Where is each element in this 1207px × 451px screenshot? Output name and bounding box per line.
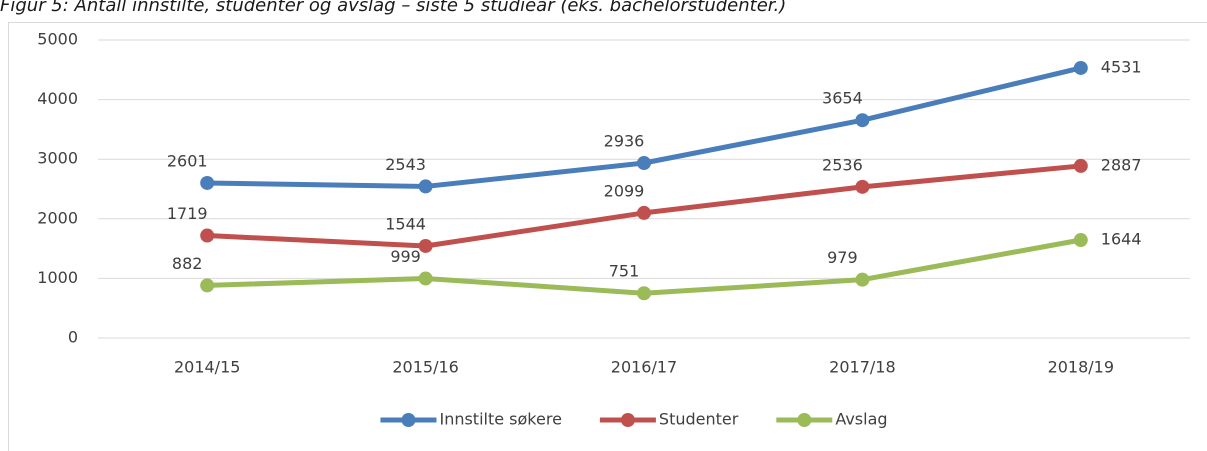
x-tick-label: 2014/15 [174,358,240,377]
y-tick-label: 1000 [37,268,78,287]
x-tick-label: 2016/17 [611,358,677,377]
legend-item: Avslag [776,410,888,429]
y-tick-label: 0 [68,328,78,347]
chart-title: Figur 5: Antall innstilte, studenter og … [0,0,786,16]
data-label: 4531 [1101,57,1142,76]
data-label: 2543 [385,155,426,174]
y-tick-label: 3000 [37,149,78,168]
data-label: 979 [827,248,858,267]
legend: Innstilte søkere Studenter Avslag [380,410,888,429]
data-label: 999 [390,247,421,266]
data-label: 2887 [1101,155,1142,174]
x-tick-label: 2017/18 [829,358,895,377]
x-tick-label: 2018/19 [1048,358,1114,377]
data-point [855,272,870,287]
data-label: 2936 [604,132,645,151]
data-point [418,179,433,194]
legend-item: Innstilte søkere [380,410,562,429]
legend-marker [797,413,812,427]
legend-label: Innstilte søkere [439,410,561,429]
y-tick-label: 5000 [37,30,78,49]
data-point [418,238,433,253]
data-label: 1719 [167,204,208,223]
data-point [200,228,215,243]
data-point [200,175,215,190]
data-point [637,156,651,171]
legend-marker [620,413,635,427]
legend-marker [401,413,416,427]
data-label: 3654 [822,89,863,108]
data-point [637,286,651,301]
data-label: 751 [609,262,640,281]
data-point [418,271,433,286]
data-label: 882 [172,254,203,273]
data-point [1073,158,1088,173]
data-label: 2099 [604,181,645,200]
data-label: 1644 [1101,230,1142,249]
data-point [1073,233,1088,248]
legend-item: Studenter [599,410,739,429]
data-point [855,179,870,194]
y-tick-label: 2000 [37,208,78,227]
data-label: 2536 [822,155,863,174]
y-tick-label: 4000 [37,89,78,108]
legend-label: Studenter [659,410,739,429]
legend-label: Avslag [835,410,887,429]
chart-frame [8,22,1207,451]
data-point [637,205,651,220]
data-point [855,113,870,128]
series-line [207,237,1082,296]
data-label: 2601 [167,151,208,170]
x-tick-label: 2015/16 [392,358,458,377]
data-label: 1544 [385,214,426,233]
data-point [200,278,215,293]
data-point [1073,60,1088,75]
